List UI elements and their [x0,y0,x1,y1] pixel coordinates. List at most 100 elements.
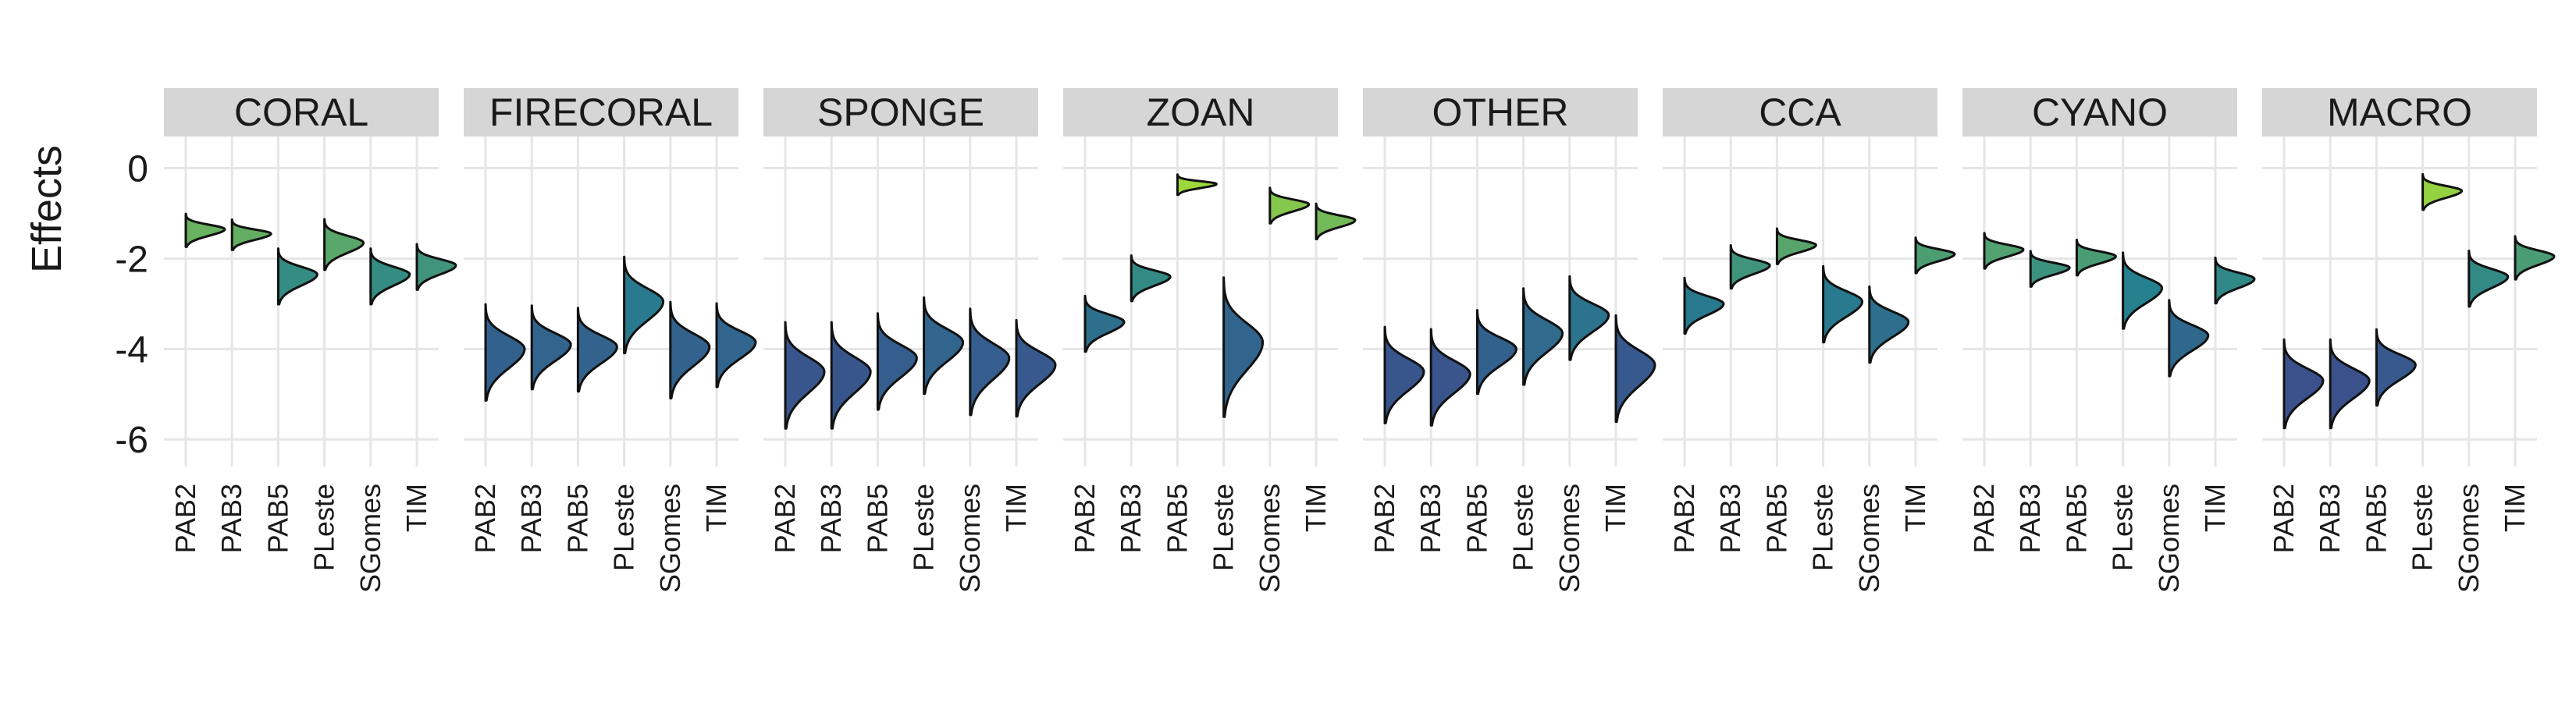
x-tick-label: SGomes [1254,484,1286,593]
x-tick-label: PAB3 [1714,484,1746,553]
x-tick-label: SGomes [354,484,386,593]
violin-shape [2075,239,2117,277]
violin-shape [1568,275,1610,361]
facet-strip-label: CCA [1759,90,1841,134]
facet-strip-label: FIRECORAL [489,90,713,134]
x-tick-label: TIM [1000,484,1032,532]
x-tick-label: PAB2 [1668,484,1700,553]
violin-shape [1268,186,1311,225]
facet-strip-label: CYANO [2032,90,2168,134]
facet-strip-label: MACRO [2327,90,2472,134]
violin-shape [2168,299,2210,378]
violin-shape [1222,276,1264,418]
violin-shape [1522,287,1564,386]
violin-shape [876,312,918,411]
x-tick-label: PAB5 [1161,484,1193,553]
violin-shape [1015,318,1057,418]
x-tick-label: PLeste [308,484,340,571]
x-tick-label: PAB3 [1115,484,1147,553]
violin-shape [2282,338,2325,430]
violin-shape [1383,325,1425,424]
facet-strip [464,88,738,137]
facet-strip-label: ZOAN [1147,90,1255,134]
violin-shape [2329,338,2371,430]
violin-shape [623,255,664,355]
facet-panel: CORAL PAB2 PAB3 PAB5 PLeste SGomes TIM [164,88,457,593]
x-tick-label: PAB2 [169,484,201,553]
violin-shape [2514,235,2556,281]
facet-strip [164,88,439,137]
facet-strip-label: CORAL [234,90,368,134]
violin-shape [276,247,318,306]
x-tick-label: PAB5 [861,484,893,553]
facet-panel: ZOAN PAB2 PAB3 PAB5 PLeste SGomes TIM [1063,88,1357,593]
x-tick-label: PAB3 [815,484,847,553]
facet-panel: CYANO PAB2 PAB3 PAB5 PLeste SGomes TIM [1962,88,2256,593]
violin-shape [784,321,826,430]
violin-shape [715,302,757,388]
facet-panel: SPONGE PAB2 PAB3 PAB5 PLeste SGomes TIM [763,88,1057,593]
violin-shape [1083,294,1126,353]
y-tick-label: -2 [115,239,148,280]
violin-shape [1914,236,1956,275]
x-tick-label: SGomes [954,484,986,593]
x-tick-label: PAB5 [1461,484,1493,553]
violin-shape [415,243,457,291]
x-tick-label: PAB3 [2314,484,2346,553]
x-tick-label: PLeste [2407,484,2439,571]
x-tick-label: PAB5 [1760,484,1792,553]
facet-strip-label: OTHER [1432,90,1569,134]
facet-strip [1363,88,1638,137]
violin-shape [1614,314,1656,424]
x-tick-label: SGomes [654,484,686,593]
violin-shape [2467,250,2510,308]
violin-shape [2214,256,2256,305]
facet-panel: MACRO PAB2 PAB3 PAB5 PLeste SGomes TIM [2262,88,2556,593]
violin-shape [2421,172,2463,211]
y-axis-title: Effects [23,145,70,273]
violin-shape [1822,264,1863,344]
facet-strip [1962,88,2237,137]
x-tick-label: SGomes [2153,484,2185,593]
facet-strip [1663,88,1937,137]
y-tick-label: -6 [115,420,148,461]
x-tick-label: PAB2 [469,484,501,553]
facet-panel: CCA PAB2 PAB3 PAB5 PLeste SGomes TIM [1663,88,1956,593]
x-tick-label: PAB2 [1968,484,2000,553]
x-tick-label: SGomes [1853,484,1885,593]
violin-shape [969,307,1011,417]
violin-shape [669,300,711,399]
violin-shape [1315,202,1357,240]
x-tick-label: SGomes [2453,484,2485,593]
x-tick-label: TIM [400,484,432,532]
violin-shape [2122,251,2163,330]
x-tick-label: TIM [1599,484,1631,532]
violin-shape [923,296,964,396]
x-tick-label: TIM [2199,484,2231,532]
y-tick-label: 0 [127,149,148,190]
facet-panel: OTHER PAB2 PAB3 PAB5 PLeste SGomes TIM [1363,88,1656,593]
violin-shape [484,303,526,402]
x-tick-label: SGomes [1553,484,1585,593]
violin-shape [230,218,272,251]
x-tick-label: PAB3 [2014,484,2046,553]
violin-shape [2029,250,2071,288]
x-tick-label: PLeste [1208,484,1240,571]
violin-shape [530,304,572,391]
x-tick-label: PAB5 [2060,484,2092,553]
violin-shape [1130,254,1172,303]
violin-shape [1868,285,1910,364]
violin-shape [369,247,411,306]
x-tick-label: TIM [700,484,732,532]
x-tick-label: PLeste [608,484,640,571]
x-tick-label: PAB2 [1069,484,1101,553]
x-tick-label: PAB3 [1414,484,1446,553]
violin-shape [1775,227,1817,265]
x-tick-label: PLeste [908,484,940,571]
x-tick-label: PAB3 [215,484,247,553]
violin-shape [1983,232,2025,270]
violin-shape [830,321,872,430]
